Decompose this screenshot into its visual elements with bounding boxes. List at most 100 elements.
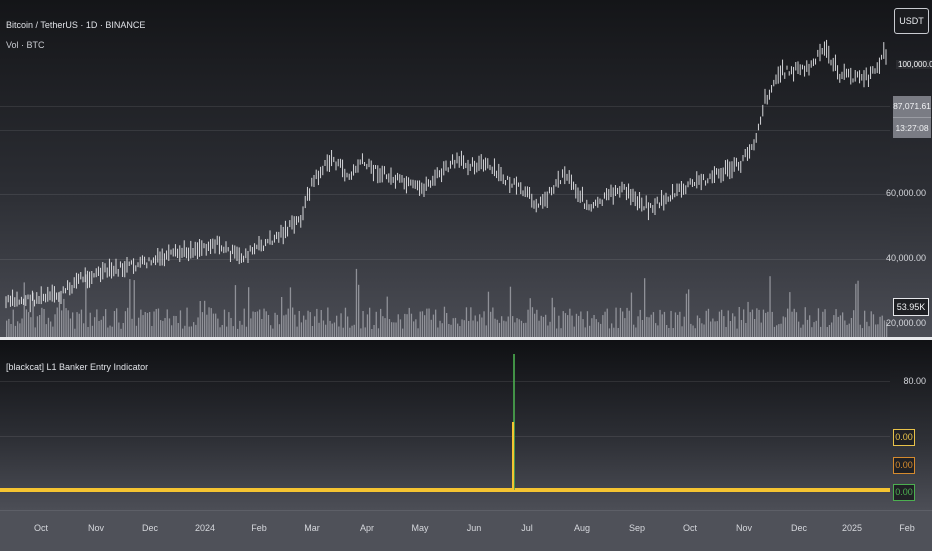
volume-bar (245, 326, 248, 337)
volume-bar (450, 324, 452, 337)
volume-bar (835, 309, 837, 337)
volume-bar (666, 325, 668, 337)
price-axis-label: 100,000.00 (896, 60, 932, 69)
time-axis-label: Nov (735, 523, 753, 533)
volume-bar (201, 312, 204, 337)
volume-bar (296, 326, 298, 337)
volume-bar (487, 291, 490, 337)
volume-bar (721, 309, 723, 337)
volume-bar (465, 307, 468, 337)
volume-bar (498, 322, 501, 337)
volume-bar (474, 315, 476, 337)
volume-bar (177, 323, 179, 337)
volume-bar (380, 308, 382, 337)
volume-bar (886, 321, 888, 337)
volume-bar (342, 327, 344, 337)
volume-bar (848, 323, 850, 337)
volume-bar (426, 308, 428, 337)
volume-bar (314, 316, 316, 337)
volume-bar (289, 287, 292, 337)
volume-bar (188, 326, 190, 337)
volume-bar (652, 312, 655, 337)
volume-bar (564, 313, 567, 337)
volume-bar (331, 323, 333, 337)
volume-bar (802, 324, 804, 337)
volume-bar (782, 316, 784, 337)
volume-bar (52, 326, 54, 337)
symbol-title[interactable]: Bitcoin / TetherUS · 1D · BINANCE (6, 20, 146, 30)
volume-bar (595, 319, 597, 337)
volume-bar (534, 313, 536, 337)
volume-bar (529, 298, 531, 337)
volume-bar (837, 316, 839, 337)
volume-bar (267, 315, 270, 337)
volume-bar (333, 322, 336, 337)
volume-bar (424, 315, 426, 337)
volume-bar (644, 278, 646, 337)
volume-bar (745, 323, 747, 337)
volume-bar (839, 315, 842, 337)
volume-bar (124, 311, 127, 337)
volume-bar (765, 312, 767, 337)
volume-bar (144, 312, 146, 337)
volume-bar (397, 314, 399, 337)
volume-bar (138, 317, 140, 337)
indicator-pane[interactable]: [blackcat] L1 Banker Entry Indicator (0, 340, 890, 510)
volume-bar (100, 319, 102, 337)
gridline (0, 106, 890, 107)
price-chart-pane[interactable]: Bitcoin / TetherUS · 1D · BINANCE Vol · … (0, 0, 890, 337)
volume-bar (507, 316, 509, 337)
volume-bar (584, 327, 586, 337)
volume-bar (591, 318, 593, 337)
volume-bar (366, 314, 369, 337)
volume-bar (751, 309, 754, 337)
volume-bar (549, 321, 551, 337)
volume-bar (567, 315, 569, 337)
volume-bar (386, 296, 388, 337)
volume-bar (762, 309, 765, 337)
volume-bar (419, 311, 421, 337)
volume-bar (857, 280, 859, 337)
volume-bar (650, 314, 652, 337)
time-axis[interactable]: Oct Nov Dec 2024 Feb Mar Apr May Jun Jul Aug Sep Oct… (0, 510, 932, 551)
volume-bar (23, 282, 25, 337)
volume-bar (659, 309, 661, 337)
volume-bar (437, 327, 439, 337)
price-candles (5, 39, 887, 313)
indicator-axis[interactable]: 80.00 (890, 340, 932, 510)
volume-bar (509, 286, 512, 337)
indicator-title[interactable]: [blackcat] L1 Banker Entry Indicator (6, 362, 149, 372)
currency-selector[interactable]: USDT (894, 8, 929, 34)
time-axis-label: Feb (899, 523, 915, 533)
price-axis[interactable]: 60,000.00 40,000.00 20,000.00 (886, 0, 932, 337)
pane-separator[interactable] (0, 337, 932, 340)
volume-bar (556, 328, 558, 337)
volume-title[interactable]: Vol · BTC (6, 40, 45, 50)
time-axis-label: Sep (628, 523, 646, 533)
volume-bar (518, 319, 520, 337)
volume-bar (571, 315, 573, 337)
volume-bar (855, 283, 857, 337)
volume-bar (25, 309, 28, 337)
volume-bar (19, 323, 21, 337)
volume-bar (646, 316, 648, 337)
price-axis-label: 40,000.00 (885, 253, 926, 263)
volume-bar (72, 312, 74, 337)
volume-bar (199, 301, 201, 337)
volume-bar (252, 311, 254, 337)
volume-bar (413, 321, 415, 337)
volume-bar (283, 315, 285, 337)
volume-bar (430, 319, 432, 337)
volume-bar (391, 322, 393, 337)
volume-bar (606, 308, 608, 337)
volume-bar (648, 317, 650, 337)
volume-bar (441, 323, 443, 337)
volume-bar (272, 328, 274, 337)
volume-bar (729, 321, 732, 337)
volume-bar (303, 315, 305, 337)
volume-bar (514, 322, 516, 337)
volume-bar (116, 308, 118, 337)
volume-bar (8, 318, 10, 337)
volume-bar (47, 317, 50, 337)
volume-bar (732, 313, 734, 337)
